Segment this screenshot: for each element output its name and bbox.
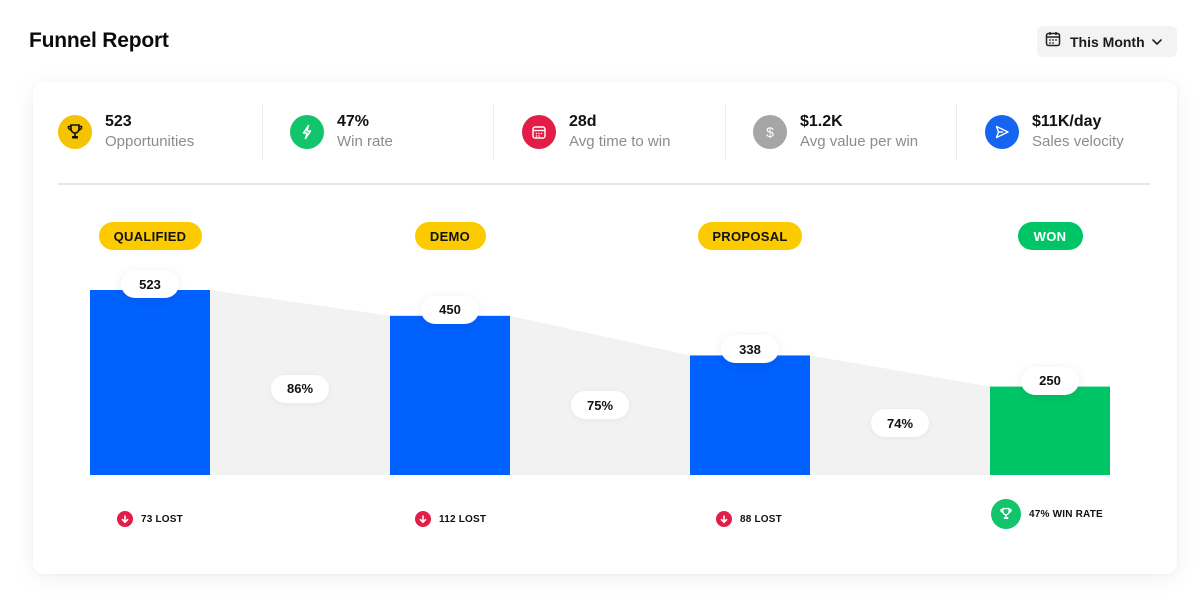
kpi-label: Sales velocity	[1032, 133, 1124, 150]
calendar-icon	[522, 115, 556, 149]
kpi-divider	[262, 104, 263, 160]
bar-value-label: 450	[421, 295, 479, 324]
chevron-down-icon	[1151, 35, 1163, 53]
kpi-value: 28d	[569, 113, 597, 130]
conversion-rate-label: 74%	[871, 409, 929, 437]
lost-count-label: 112 LOST	[439, 513, 487, 525]
stage-pill-qualified: QUALIFIED	[98, 222, 202, 250]
kpi-label: Avg value per win	[800, 133, 919, 150]
arrow-down-icon	[716, 511, 732, 527]
funnel-bar	[390, 315, 510, 475]
kpi-divider	[493, 104, 494, 160]
kpi-avg-value-per-win: $ $1.2K Avg value per win	[753, 104, 918, 160]
arrow-down-icon	[415, 511, 431, 527]
conversion-rate-label: 75%	[571, 391, 629, 420]
funnel-bar	[690, 355, 810, 475]
kpi-win-rate: 47% Win rate	[290, 104, 393, 160]
lost-count: 88 LOST	[716, 507, 782, 531]
kpi-divider	[956, 104, 957, 160]
send-icon	[985, 115, 1019, 149]
date-range-label: This Month	[1070, 33, 1145, 50]
bar-value-label: 250	[1021, 366, 1079, 395]
win-rate-footer: 47% WIN RATE	[991, 499, 1103, 529]
stage-pill-proposal: PROPOSAL	[698, 222, 802, 250]
stage-pill-demo: DEMO	[414, 222, 486, 250]
lost-count-label: 73 LOST	[141, 513, 183, 525]
kpi-opportunities: 523 Opportunities	[58, 104, 194, 160]
kpi-value: $1.2K	[800, 113, 843, 130]
lost-count: 112 LOST	[415, 507, 486, 531]
kpi-value: 47%	[337, 113, 370, 130]
win-rate-label: 47% WIN RATE	[1029, 508, 1103, 520]
funnel-card: 523 Opportunities 47% Win rate 28d Avg t…	[33, 82, 1177, 574]
arrow-down-icon	[117, 511, 133, 527]
lost-count: 73 LOST	[117, 507, 183, 531]
kpi-label: Win rate	[337, 133, 393, 150]
trophy-icon	[58, 115, 92, 149]
kpi-label: Opportunities	[105, 133, 195, 150]
conversion-rate-label: 86%	[271, 374, 329, 403]
kpi-divider-line	[58, 183, 1150, 185]
bolt-icon	[290, 115, 324, 149]
trophy-icon	[991, 499, 1021, 529]
funnel-bar	[990, 386, 1110, 475]
bar-value-label: 523	[121, 270, 179, 298]
page-title: Funnel Report	[29, 29, 169, 52]
funnel-bar	[90, 290, 210, 475]
dollar-icon: $	[753, 115, 787, 149]
kpi-divider	[725, 104, 726, 160]
kpi-sales-velocity: $11K/day Sales velocity	[985, 104, 1124, 160]
kpi-label: Avg time to win	[569, 133, 671, 150]
kpi-value: 523	[105, 113, 132, 130]
kpi-value: $11K/day	[1032, 113, 1102, 130]
kpi-avg-time-to-win: 28d Avg time to win	[522, 104, 670, 160]
stage-pill-won: WON	[1017, 222, 1083, 250]
calendar-icon	[1045, 31, 1061, 52]
date-range-dropdown[interactable]: This Month	[1037, 26, 1177, 57]
bar-value-label: 338	[721, 335, 779, 364]
svg-text:$: $	[766, 124, 774, 140]
lost-count-label: 88 LOST	[740, 513, 782, 525]
